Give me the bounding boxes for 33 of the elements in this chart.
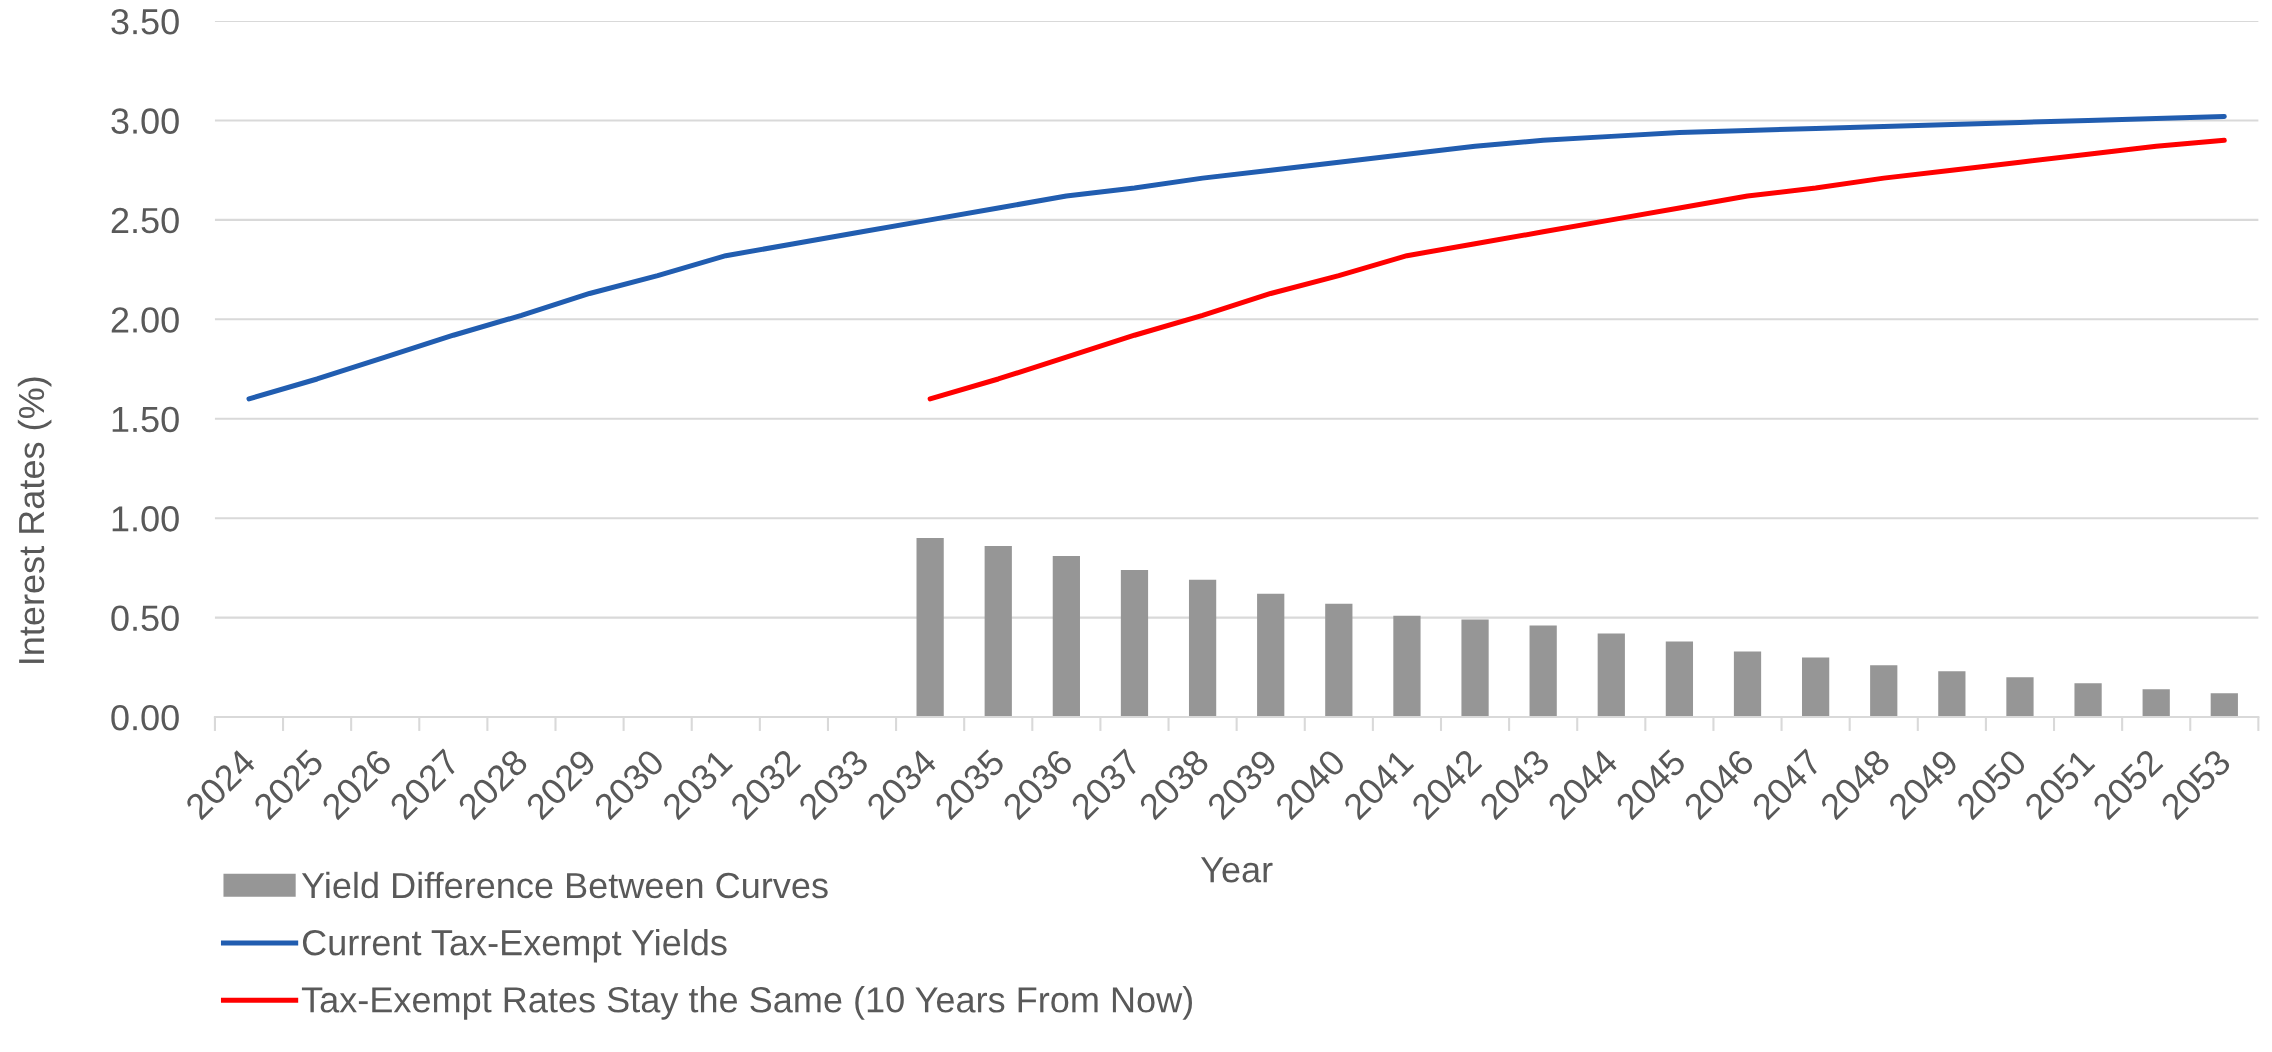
y-tick-label: 0.50 bbox=[111, 605, 179, 632]
legend-label: Current Tax-Exempt Yields bbox=[302, 928, 727, 963]
bar bbox=[1938, 671, 1966, 718]
bar bbox=[1461, 619, 1489, 718]
y-tick-label: 1.00 bbox=[112, 506, 179, 532]
y-tick-label: 2.00 bbox=[111, 307, 179, 333]
bar bbox=[2006, 677, 2034, 718]
x-axis-title: Year bbox=[1200, 857, 1273, 883]
bar bbox=[1733, 651, 1762, 718]
bar bbox=[1325, 603, 1353, 718]
bar bbox=[1188, 579, 1217, 718]
bar bbox=[1393, 615, 1421, 718]
bar bbox=[1597, 633, 1625, 718]
bar bbox=[1870, 665, 1898, 718]
bar bbox=[984, 546, 1012, 718]
bar bbox=[1052, 555, 1080, 718]
bar bbox=[1257, 593, 1285, 718]
bar bbox=[2210, 693, 2238, 718]
y-tick-label: 3.50 bbox=[111, 8, 179, 35]
legend-label: Yield Difference Between Curves bbox=[301, 871, 828, 899]
bar bbox=[1529, 625, 1557, 718]
bar bbox=[1120, 569, 1149, 718]
y-tick-label: 1.50 bbox=[112, 406, 179, 433]
bar bbox=[1802, 657, 1830, 718]
bar bbox=[2142, 689, 2170, 718]
y-axis-title: Interest Rates (%) bbox=[17, 377, 52, 663]
y-tick-label: 2.50 bbox=[111, 207, 179, 234]
bar bbox=[2074, 683, 2102, 718]
bar bbox=[1665, 641, 1694, 718]
bar bbox=[916, 538, 944, 718]
y-tick-label: 0.00 bbox=[111, 704, 179, 731]
legend-label: Tax-Exempt Rates Stay the Same (10 Years From Now) bbox=[301, 986, 1192, 1020]
y-tick-label: 3.00 bbox=[111, 108, 179, 134]
